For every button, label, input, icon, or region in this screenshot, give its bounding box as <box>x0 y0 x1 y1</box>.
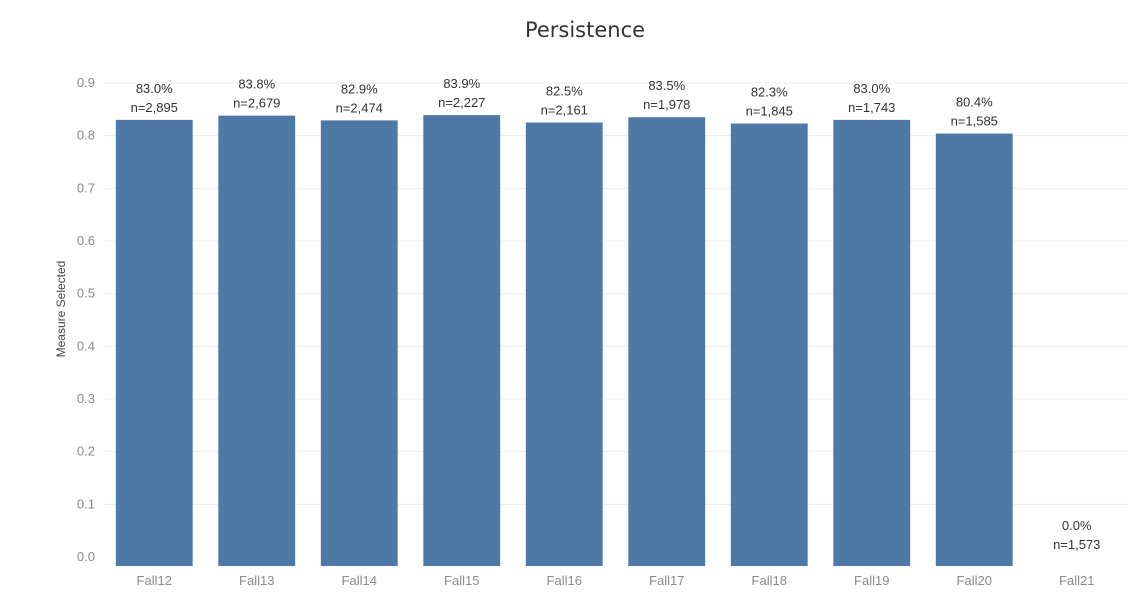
bar-n-label: n=2,161 <box>541 103 588 118</box>
data-labels: 83.0% n=2,895 83.8% n=2,679 82.9% n=2,474 83.9… <box>131 76 1101 552</box>
y-axis-ticks: 0.0 0.1 0.2 0.3 0.4 0.5 0.6 0.7 0.8 0.9 <box>77 75 95 564</box>
bar-n-label: n=2,474 <box>336 100 383 115</box>
x-tick-label: Fall18 <box>752 573 787 588</box>
x-tick-label: Fall17 <box>649 573 684 588</box>
y-tick-label: 0.2 <box>77 444 95 459</box>
bar-percent-label: 82.3% <box>751 85 788 100</box>
x-axis-ticks: Fall12 Fall13 Fall14 Fall15 Fall16 Fall17 Fall… <box>137 573 1095 588</box>
y-tick-label: 0.5 <box>77 286 95 301</box>
bars <box>115 115 1013 567</box>
bar <box>935 133 1013 566</box>
bar-percent-label: 83.0% <box>853 81 890 96</box>
bar-percent-label: 83.0% <box>136 81 173 96</box>
bar <box>320 120 398 566</box>
bar <box>525 122 603 566</box>
bar-n-label: n=1,743 <box>848 100 895 115</box>
bar-percent-label: 0.0% <box>1062 518 1092 533</box>
bar <box>423 115 501 567</box>
bar-n-label: n=1,978 <box>643 97 690 112</box>
bar <box>218 115 296 567</box>
x-tick-label: Fall21 <box>1059 573 1094 588</box>
bar-n-label: n=2,227 <box>438 95 485 110</box>
y-tick-label: 0.1 <box>77 496 95 511</box>
bar-n-label: n=1,585 <box>951 114 998 129</box>
x-tick-label: Fall12 <box>137 573 172 588</box>
bar-n-label: n=1,573 <box>1053 537 1100 552</box>
bar-n-label: n=2,895 <box>131 100 178 115</box>
chart-title: Persistence <box>525 18 645 42</box>
bar-percent-label: 83.9% <box>443 76 480 91</box>
bar <box>628 117 706 566</box>
bar-percent-label: 83.8% <box>238 77 275 92</box>
y-tick-label: 0.8 <box>77 128 95 143</box>
bar <box>730 123 808 566</box>
y-tick-label: 0.9 <box>77 75 95 90</box>
y-tick-label: 0.6 <box>77 233 95 248</box>
bar-percent-label: 82.5% <box>546 84 583 99</box>
y-tick-label: 0.4 <box>77 338 95 353</box>
x-tick-label: Fall16 <box>547 573 582 588</box>
bar <box>833 119 911 566</box>
x-tick-label: Fall15 <box>444 573 479 588</box>
x-tick-label: Fall20 <box>957 573 992 588</box>
x-tick-label: Fall13 <box>239 573 274 588</box>
y-tick-label: 0.0 <box>77 549 95 564</box>
bar-n-label: n=2,679 <box>233 96 280 111</box>
y-axis-label: Measure Selected <box>54 261 68 358</box>
bar <box>115 119 193 566</box>
bar-n-label: n=1,845 <box>746 104 793 119</box>
bar-percent-label: 82.9% <box>341 81 378 96</box>
y-tick-label: 0.7 <box>77 180 95 195</box>
bar-percent-label: 83.5% <box>648 78 685 93</box>
x-tick-label: Fall14 <box>342 573 377 588</box>
bar-percent-label: 80.4% <box>956 95 993 110</box>
y-tick-label: 0.3 <box>77 391 95 406</box>
x-tick-label: Fall19 <box>854 573 889 588</box>
